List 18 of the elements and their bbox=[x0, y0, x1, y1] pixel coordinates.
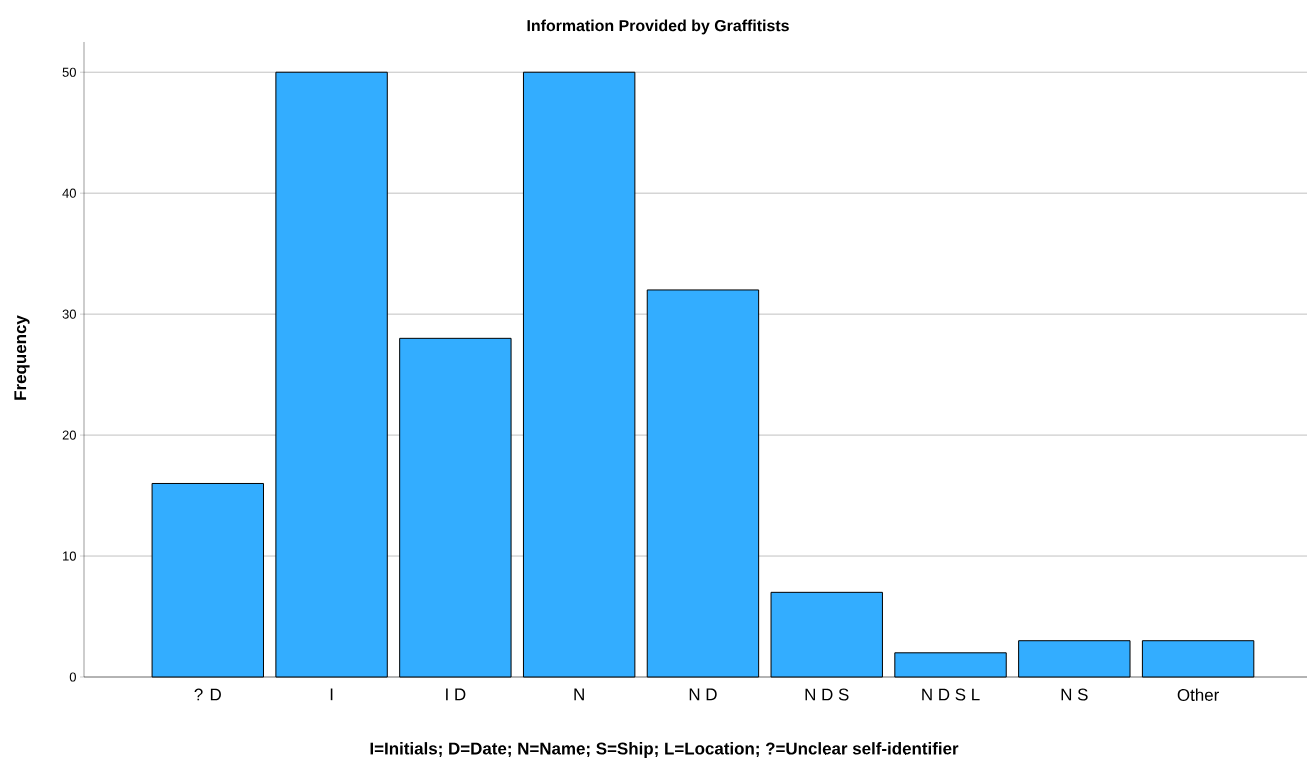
x-tick-label: N D S bbox=[805, 688, 849, 701]
chart-title: Information Provided by Graffitists bbox=[527, 19, 789, 35]
x-tick-label: N bbox=[574, 688, 584, 701]
y-tick-label: 50 bbox=[62, 67, 76, 77]
y-tick-label: 40 bbox=[62, 188, 76, 198]
y-axis-title: Frequency bbox=[14, 315, 30, 400]
x-tick-label: I D bbox=[446, 688, 466, 701]
x-tick-label: N D bbox=[689, 688, 717, 701]
y-tick-label: 30 bbox=[62, 309, 76, 319]
x-tick-label: N D S L bbox=[922, 688, 980, 701]
y-tick-label: 10 bbox=[63, 551, 76, 561]
x-tick-label: I bbox=[330, 688, 333, 701]
x-tick-label: ? D bbox=[194, 688, 221, 701]
x-tick-label: Other bbox=[1177, 688, 1220, 701]
x-tick-label: N S bbox=[1061, 688, 1088, 701]
x-axis-title: I=Initials; D=Date; N=Name; S=Ship; L=Location; ?=Unclear self-identifier bbox=[370, 742, 959, 758]
y-tick-label: 0 bbox=[69, 672, 76, 682]
y-tick-label: 20 bbox=[62, 430, 76, 440]
